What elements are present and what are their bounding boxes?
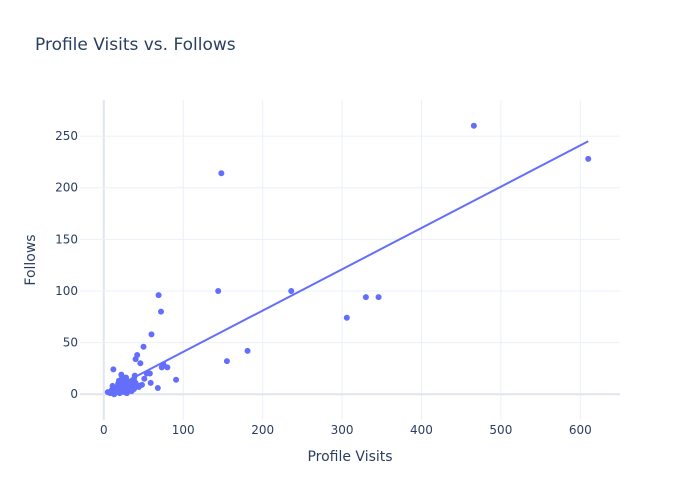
data-point[interactable]: [362, 294, 369, 301]
data-point[interactable]: [138, 381, 145, 388]
data-point[interactable]: [154, 385, 161, 391]
y-tick-label: 250: [55, 129, 78, 143]
x-tick-label: 0: [100, 423, 108, 437]
data-point[interactable]: [215, 287, 222, 294]
data-point[interactable]: [141, 375, 148, 382]
x-tick-label: 100: [172, 423, 195, 437]
y-tick-label: 0: [70, 387, 78, 401]
x-tick-label: 300: [331, 423, 354, 437]
y-tick-label: 100: [55, 284, 78, 298]
data-point[interactable]: [155, 292, 162, 299]
data-point[interactable]: [470, 122, 477, 129]
trendline-layer: [107, 140, 589, 392]
trendline: [107, 140, 589, 392]
data-point[interactable]: [244, 347, 251, 354]
data-point[interactable]: [218, 170, 225, 177]
data-point[interactable]: [173, 376, 180, 383]
data-point[interactable]: [110, 366, 117, 373]
data-point[interactable]: [147, 379, 154, 386]
x-tick-label: 600: [569, 423, 592, 437]
y-axis-ticks: 0 50 100 150 200 250: [55, 129, 78, 401]
data-point[interactable]: [375, 294, 382, 301]
x-tick-label: 400: [410, 423, 433, 437]
y-tick-label: 150: [55, 232, 78, 246]
data-point[interactable]: [134, 351, 141, 358]
x-tick-label: 500: [489, 423, 512, 437]
y-axis-title: Follows: [23, 234, 39, 285]
data-point[interactable]: [158, 308, 164, 315]
data-point[interactable]: [148, 331, 155, 338]
data-point[interactable]: [585, 155, 592, 162]
data-point[interactable]: [137, 360, 144, 367]
chart-title: Profile Visits vs. Follows: [35, 35, 236, 55]
data-point[interactable]: [140, 343, 147, 350]
data-point[interactable]: [223, 358, 230, 365]
x-axis-title: Profile Visits: [307, 449, 392, 465]
data-points: [104, 122, 592, 398]
grid-lines: [80, 100, 620, 420]
data-point[interactable]: [131, 386, 137, 393]
y-tick-label: 200: [55, 181, 78, 195]
x-tick-label: 200: [251, 423, 274, 437]
data-point[interactable]: [146, 370, 153, 377]
x-axis-ticks: 0 100 200 300 400 500 600: [100, 423, 592, 437]
data-point[interactable]: [131, 372, 138, 379]
data-point[interactable]: [343, 314, 350, 321]
y-tick-label: 50: [63, 336, 78, 350]
data-point[interactable]: [288, 287, 295, 294]
data-point[interactable]: [164, 364, 171, 371]
